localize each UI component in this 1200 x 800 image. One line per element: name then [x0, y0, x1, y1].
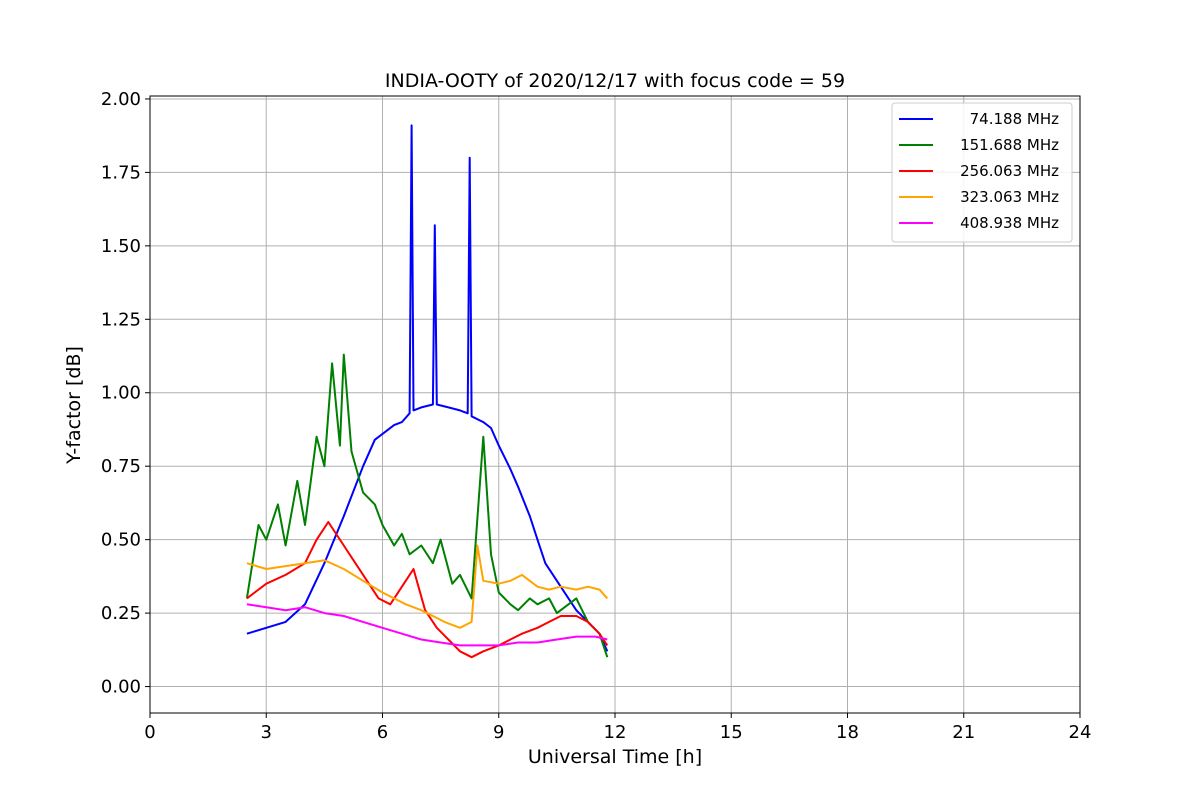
- y-axis-label: Y-factor [dB]: [63, 346, 85, 465]
- series-group: [245, 124, 609, 659]
- y-tick-label: 1.50: [101, 236, 141, 257]
- x-tick-label: 9: [493, 722, 504, 743]
- legend-label: 408.938 MHz: [960, 214, 1059, 232]
- y-tick-label: 1.75: [101, 162, 141, 183]
- y-tick-label: 1.00: [101, 383, 141, 404]
- x-axis: 0 3 6 9 12 15 18 21 24: [144, 713, 1091, 743]
- series-line-408-938-mhz: [246, 603, 608, 647]
- series-line-151-688-mhz: [245, 353, 609, 658]
- x-tick-label: 21: [952, 722, 975, 743]
- legend: 74.188 MHz 151.688 MHz 256.063 MHz 323.063 …: [891, 102, 1073, 243]
- legend-label: 323.063 MHz: [960, 188, 1059, 206]
- y-axis: 0.00 0.25 0.50 0.75 1.00 1.25 1.50 1.75 2.00: [101, 89, 150, 698]
- x-tick-label: 6: [377, 722, 388, 743]
- chart-title: INDIA-OOTY of 2020/12/17 with focus code…: [385, 70, 845, 92]
- y-tick-label: 2.00: [101, 89, 141, 110]
- y-tick-label: 0.00: [101, 677, 141, 698]
- y-tick-label: 0.50: [101, 530, 141, 551]
- x-tick-label: 18: [836, 722, 859, 743]
- legend-box: [891, 102, 1073, 243]
- legend-label: 256.063 MHz: [960, 162, 1059, 180]
- series-line-323-063-mhz: [246, 544, 609, 629]
- y-tick-label: 0.75: [101, 456, 141, 477]
- y-tick-label: 0.25: [101, 603, 141, 624]
- x-axis-label: Universal Time [h]: [528, 746, 702, 768]
- legend-label: 74.188 MHz: [970, 110, 1059, 128]
- series-line-74-188-mhz: [246, 124, 609, 652]
- x-tick-label: 15: [720, 722, 743, 743]
- series-line-256-063-mhz: [246, 521, 609, 659]
- x-tick-label: 12: [604, 722, 627, 743]
- y-tick-label: 1.25: [101, 309, 141, 330]
- x-tick-label: 3: [261, 722, 272, 743]
- x-tick-label: 0: [144, 722, 155, 743]
- legend-label: 151.688 MHz: [960, 136, 1059, 154]
- x-tick-label: 24: [1069, 722, 1092, 743]
